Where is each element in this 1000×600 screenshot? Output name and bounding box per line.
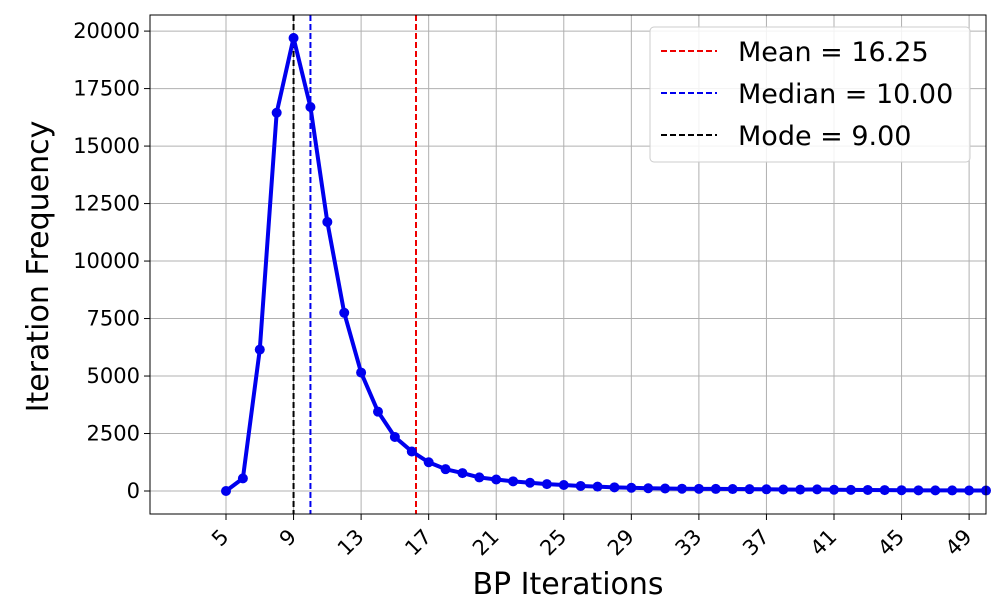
- data-point: [862, 484, 873, 495]
- x-tick-label: 45: [873, 525, 909, 561]
- x-tick-label: 41: [806, 525, 842, 561]
- data-point: [964, 485, 975, 496]
- y-tick-label: 10000: [73, 249, 140, 273]
- data-point: [288, 32, 299, 43]
- plot-frame: [149, 14, 987, 515]
- data-point: [677, 483, 687, 494]
- data-point: [541, 479, 552, 490]
- y-axis: 0 2500 5000 7500 10000 12500 15000 17500 20000: [73, 19, 150, 503]
- x-tick-label: 17: [400, 525, 436, 561]
- y-tick-label: 17500: [73, 77, 140, 101]
- data-point: [930, 485, 941, 496]
- series-line: [224, 35, 987, 493]
- x-tick-label: 37: [738, 525, 774, 561]
- x-axis: 5 9 13 17 21 25 29 33 37 41 45 49: [207, 514, 977, 560]
- x-tick-label: 5: [207, 525, 233, 551]
- data-point: [423, 457, 434, 468]
- x-tick-label: 13: [333, 525, 369, 561]
- data-point: [322, 216, 333, 227]
- data-point: [440, 464, 451, 475]
- data-point: [491, 474, 502, 485]
- x-tick-label: 49: [941, 525, 977, 561]
- data-point: [457, 468, 468, 479]
- y-tick-label: 15000: [73, 134, 140, 158]
- data-point: [829, 484, 839, 495]
- x-axis-label: BP Iterations: [472, 567, 663, 600]
- data-point: [812, 484, 823, 495]
- y-axis-label: Iteration Frequency: [21, 121, 56, 413]
- data-point: [339, 307, 350, 318]
- data-point: [305, 101, 316, 112]
- legend-label: Mean = 16.25: [738, 37, 929, 68]
- data-point: [879, 485, 890, 496]
- y-tick-label: 12500: [73, 192, 140, 216]
- data-point: [744, 484, 755, 495]
- x-tick-label: 9: [275, 525, 301, 551]
- reference-lines: [292, 15, 417, 514]
- legend: Mean = 16.25 Median = 10.00 Mode = 9.00: [649, 26, 971, 163]
- data-point: [558, 480, 569, 491]
- data-point: [947, 485, 958, 496]
- data-point: [761, 484, 772, 495]
- legend-box: [649, 26, 971, 163]
- data-point: [626, 482, 637, 493]
- data-point: [710, 483, 721, 494]
- data-point: [575, 480, 586, 491]
- data-point: [693, 483, 704, 494]
- data-point: [845, 484, 856, 495]
- data-point: [508, 476, 519, 487]
- y-tick-label: 7500: [87, 307, 140, 331]
- y-tick-label: 2500: [87, 422, 140, 446]
- data-point: [525, 477, 535, 488]
- data-point: [389, 431, 400, 442]
- data-point: [373, 406, 383, 417]
- data-point: [913, 485, 924, 496]
- x-tick-label: 21: [468, 525, 504, 561]
- data-point: [896, 485, 907, 496]
- data-point: [237, 473, 248, 484]
- y-tick-label: 20000: [73, 19, 140, 43]
- data-point: [254, 344, 265, 355]
- data-point: [474, 472, 485, 483]
- data-point: [609, 482, 620, 493]
- legend-label: Median = 10.00: [738, 79, 953, 110]
- data-point: [727, 484, 738, 495]
- data-point: [271, 107, 282, 118]
- data-point: [778, 484, 789, 495]
- legend-label: Mode = 9.00: [738, 121, 911, 152]
- x-tick-label: 29: [603, 525, 639, 561]
- data-point: [406, 446, 417, 457]
- data-point: [221, 486, 231, 497]
- y-tick-label: 5000: [87, 364, 140, 388]
- data-point: [356, 367, 367, 378]
- data-point: [643, 483, 654, 494]
- y-tick-label: 0: [127, 479, 140, 503]
- x-tick-label: 33: [671, 525, 707, 561]
- x-tick-label: 25: [535, 525, 571, 561]
- data-point: [795, 484, 806, 495]
- series-layer: [221, 32, 991, 497]
- data-point: [592, 481, 603, 492]
- data-point: [660, 483, 671, 494]
